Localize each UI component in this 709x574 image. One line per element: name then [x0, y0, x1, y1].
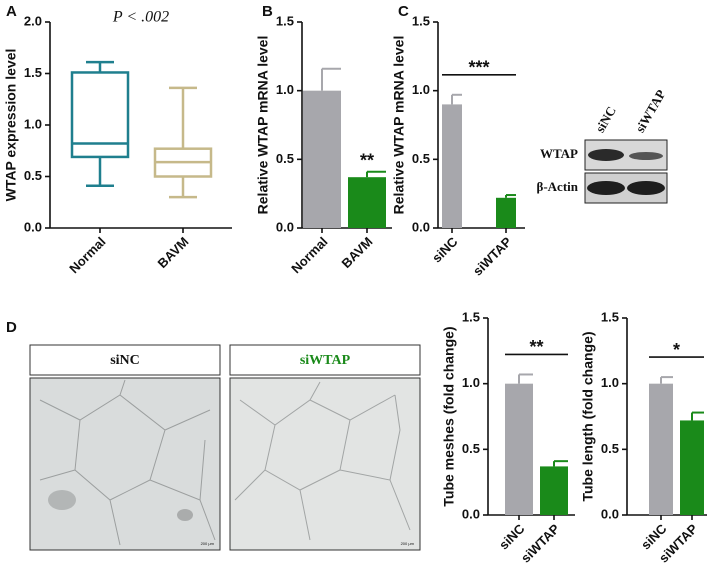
band: [627, 181, 665, 195]
band: [588, 149, 624, 161]
significance-label: ***: [468, 58, 489, 78]
panel-label: A: [6, 3, 17, 20]
x-tick-label: siNC: [496, 521, 528, 553]
y-tick-label: 1.0: [24, 116, 42, 131]
y-tick-label: 0.0: [462, 506, 480, 521]
scale-bar: 200 μm: [201, 541, 215, 546]
x-tick-label: Normal: [66, 234, 108, 276]
micrographs: siNC siWTAP 200 μm 200 μm: [29, 344, 421, 551]
lane-label: siWTAP: [632, 87, 668, 135]
western-blot: siNC siWTAP WTAP β-Actin: [536, 87, 669, 204]
image-shade: [48, 490, 76, 510]
image-header: [29, 344, 221, 376]
image-shade: [177, 509, 193, 521]
scale-bar: 200 μm: [401, 541, 415, 546]
y-tick-label: 1.5: [24, 65, 42, 80]
y-tick-label: 0.0: [24, 219, 42, 234]
x-tick-label: siNC: [429, 234, 461, 266]
y-tick-label: 0.0: [276, 219, 294, 234]
significance-label: **: [360, 150, 374, 170]
y-axis-label: Relative WTAP mRNA level: [391, 36, 407, 215]
y-axis-label: Relative WTAP mRNA level: [255, 36, 271, 215]
y-tick-label: 1.5: [276, 13, 294, 28]
bar: [442, 104, 462, 228]
chart-title: P < .002: [112, 9, 169, 26]
y-tick-label: 0.5: [276, 151, 294, 166]
y-tick-label: 0.5: [462, 441, 480, 456]
panel-label: D: [6, 319, 17, 336]
bar: [649, 383, 673, 515]
bar: [303, 90, 341, 229]
y-tick-label: 0.0: [601, 506, 619, 521]
y-tick-label: 2.0: [24, 13, 42, 28]
y-tick-label: 0.0: [412, 219, 430, 234]
bar: [505, 383, 533, 515]
image-title: siNC: [110, 353, 140, 368]
bar: [540, 466, 568, 515]
significance-label: **: [529, 337, 543, 357]
y-tick-label: 1.5: [601, 309, 619, 324]
y-tick-label: 0.5: [24, 168, 42, 183]
panel-label: B: [262, 3, 273, 20]
image: [29, 377, 221, 551]
y-axis-label: Tube meshes (fold change): [441, 326, 457, 506]
box: [70, 71, 130, 159]
y-tick-label: 1.0: [601, 375, 619, 390]
image-title: siWTAP: [300, 353, 351, 368]
y-tick-label: 0.5: [412, 151, 430, 166]
tubes: [39, 379, 216, 546]
image: [229, 377, 421, 551]
x-tick-label: BAVM: [155, 234, 192, 271]
bar: [680, 420, 704, 515]
y-tick-label: 0.5: [601, 441, 619, 456]
y-tick-label: 1.5: [412, 13, 430, 28]
tubes: [234, 381, 411, 541]
band: [587, 181, 625, 195]
x-tick-label: BAVM: [339, 234, 376, 271]
significance-label: *: [673, 340, 680, 360]
x-tick-label: siWTAP: [470, 234, 515, 279]
x-tick-label: Normal: [288, 234, 330, 276]
y-axis-label: WTAP expression level: [3, 49, 19, 202]
bar: [496, 197, 516, 228]
lane-label: siNC: [592, 104, 619, 135]
panel-label: C: [398, 3, 409, 20]
x-tick-label: siWTAP: [518, 521, 563, 566]
y-tick-label: 1.0: [462, 375, 480, 390]
band: [629, 152, 663, 160]
y-tick-label: 1.0: [276, 82, 294, 97]
image-header: [229, 344, 421, 376]
y-tick-label: 1.0: [412, 82, 430, 97]
y-tick-label: 1.5: [462, 309, 480, 324]
y-axis-label: Tube length (fold change): [580, 331, 596, 501]
row-label: WTAP: [540, 146, 578, 161]
row-label: β-Actin: [536, 179, 578, 194]
bar: [348, 177, 386, 228]
